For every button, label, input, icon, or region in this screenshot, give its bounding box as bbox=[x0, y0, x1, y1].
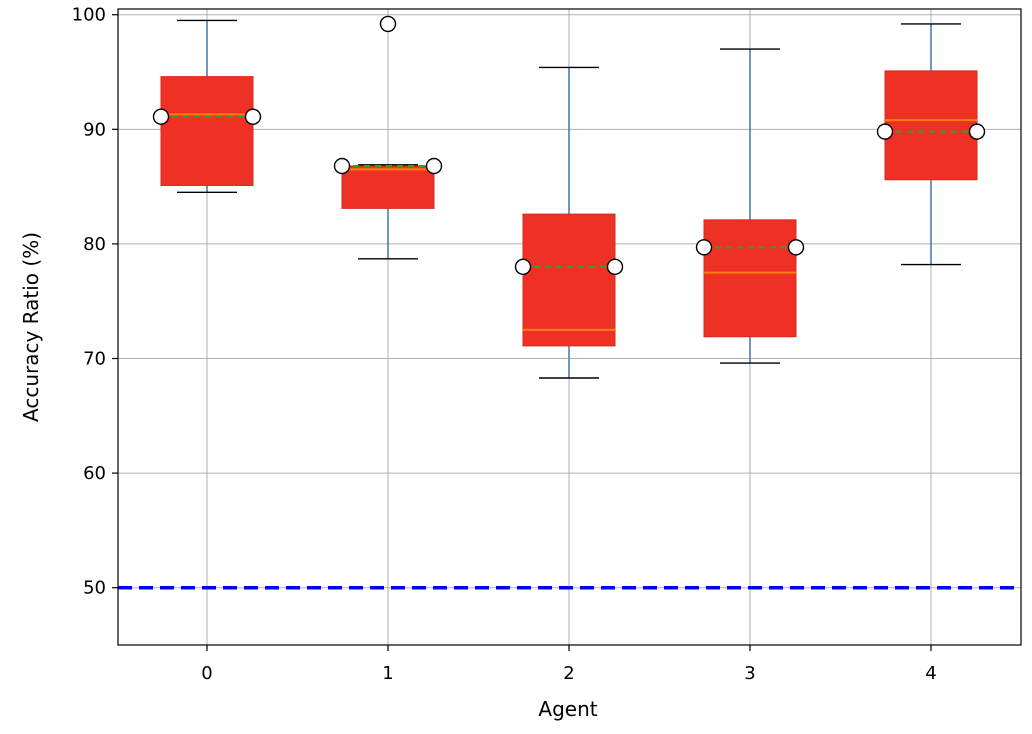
box-group bbox=[152, 19, 262, 194]
y-axis-label: Accuracy Ratio (%) bbox=[19, 232, 43, 422]
x-tick-label: 0 bbox=[201, 663, 212, 684]
box bbox=[341, 165, 435, 209]
box bbox=[160, 76, 254, 186]
y-tick-label: 90 bbox=[83, 119, 106, 140]
y-tick-label: 70 bbox=[83, 349, 106, 370]
mean-marker bbox=[244, 108, 262, 125]
boxes bbox=[152, 15, 986, 379]
x-tick-label: 2 bbox=[563, 663, 574, 684]
box-group bbox=[333, 15, 443, 260]
box-group bbox=[876, 23, 986, 266]
x-tick-label: 1 bbox=[382, 663, 393, 684]
mean-marker bbox=[425, 157, 443, 175]
box-group bbox=[514, 66, 624, 379]
mean-marker bbox=[968, 123, 986, 140]
mean-marker bbox=[876, 123, 894, 140]
box bbox=[884, 70, 978, 181]
box-group bbox=[695, 48, 805, 364]
mean-marker bbox=[787, 239, 805, 256]
y-tick-label: 100 bbox=[72, 5, 106, 26]
mean-marker bbox=[152, 108, 170, 125]
outlier-point bbox=[379, 15, 397, 33]
x-tick-label: 4 bbox=[925, 663, 936, 684]
y-tick-label: 80 bbox=[83, 234, 106, 255]
mean-marker bbox=[333, 157, 351, 175]
box bbox=[522, 213, 616, 347]
box bbox=[703, 219, 797, 338]
y-tick-label: 60 bbox=[83, 463, 106, 484]
mean-marker bbox=[606, 258, 624, 276]
mean-marker bbox=[514, 258, 532, 276]
x-tick-label: 3 bbox=[744, 663, 755, 684]
y-tick-label: 50 bbox=[83, 578, 106, 599]
x-axis-label: Agent bbox=[538, 697, 597, 721]
mean-marker bbox=[695, 239, 713, 256]
axes: 50 60 70 80 90 100 0 1 2 3 4 bbox=[72, 5, 937, 684]
